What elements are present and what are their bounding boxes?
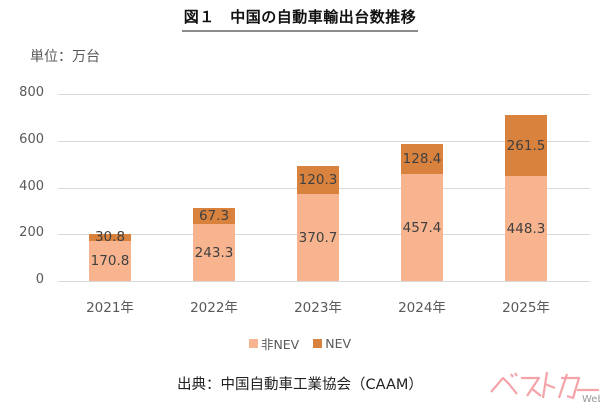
chart-title-text: 図１ 中国の自動車輸出台数推移: [181, 6, 419, 32]
data-label: 120.3: [298, 172, 338, 189]
legend-label-non-nev: 非NEV: [260, 337, 300, 352]
watermark-logo: Web: [487, 368, 600, 405]
bar-segment-nev: 128.4: [401, 144, 443, 175]
data-label: 128.4: [402, 151, 442, 168]
data-label: 67.3: [198, 208, 230, 225]
bar-segment-non-nev: 370.7: [297, 194, 339, 281]
data-label: 457.4: [402, 219, 442, 236]
legend-swatch-nev: [313, 339, 323, 348]
unit-label: 単位：万台: [30, 49, 100, 65]
x-tick-label: 2023年: [294, 300, 342, 316]
gridline: [58, 141, 590, 142]
data-label: 370.7: [298, 229, 338, 246]
bar-segment-non-nev: 448.3: [505, 176, 547, 281]
data-label: 261.5: [506, 137, 546, 154]
legend-item-nev: NEV: [313, 334, 351, 353]
data-label: 243.3: [194, 244, 234, 261]
bar-segment-non-nev: 170.8: [89, 241, 131, 281]
data-label: 448.3: [506, 220, 546, 237]
x-tick-label: 2021年: [86, 300, 134, 316]
source-caption: 出典：中国自動車工業協会（CAAM）: [177, 377, 423, 393]
chart-title: 図１ 中国の自動車輸出台数推移: [0, 6, 600, 32]
bar-segment-nev: 30.8: [89, 229, 131, 245]
legend-item-non-nev: 非NEV: [248, 334, 300, 353]
y-tick-label: 200: [19, 225, 44, 240]
x-tick-label: 2024年: [398, 300, 446, 316]
legend-label-nev: NEV: [325, 336, 352, 351]
bar-segment-nev: 67.3: [193, 208, 235, 224]
legend: 非NEV NEV: [0, 334, 600, 353]
gridline: [58, 94, 590, 95]
y-tick-label: 600: [19, 132, 44, 147]
legend-swatch-non-nev: [248, 339, 258, 348]
x-tick-label: 2025年: [502, 300, 550, 316]
y-tick-label: 400: [19, 179, 44, 194]
bar-segment-non-nev: 457.4: [401, 174, 443, 281]
x-tick-label: 2022年: [190, 300, 238, 316]
bestcar-logo-icon: Web: [490, 371, 600, 405]
bar-segment-nev: 261.5: [505, 115, 547, 177]
bar-segment-nev: 120.3: [297, 166, 339, 195]
y-tick-label: 0: [35, 272, 44, 287]
data-label: 170.8: [90, 253, 130, 270]
gridline: [58, 281, 590, 282]
bar-segment-non-nev: 243.3: [193, 224, 235, 281]
data-label: 30.8: [94, 229, 126, 246]
y-tick-label: 800: [19, 85, 44, 100]
watermark-suffix: Web: [582, 394, 600, 404]
